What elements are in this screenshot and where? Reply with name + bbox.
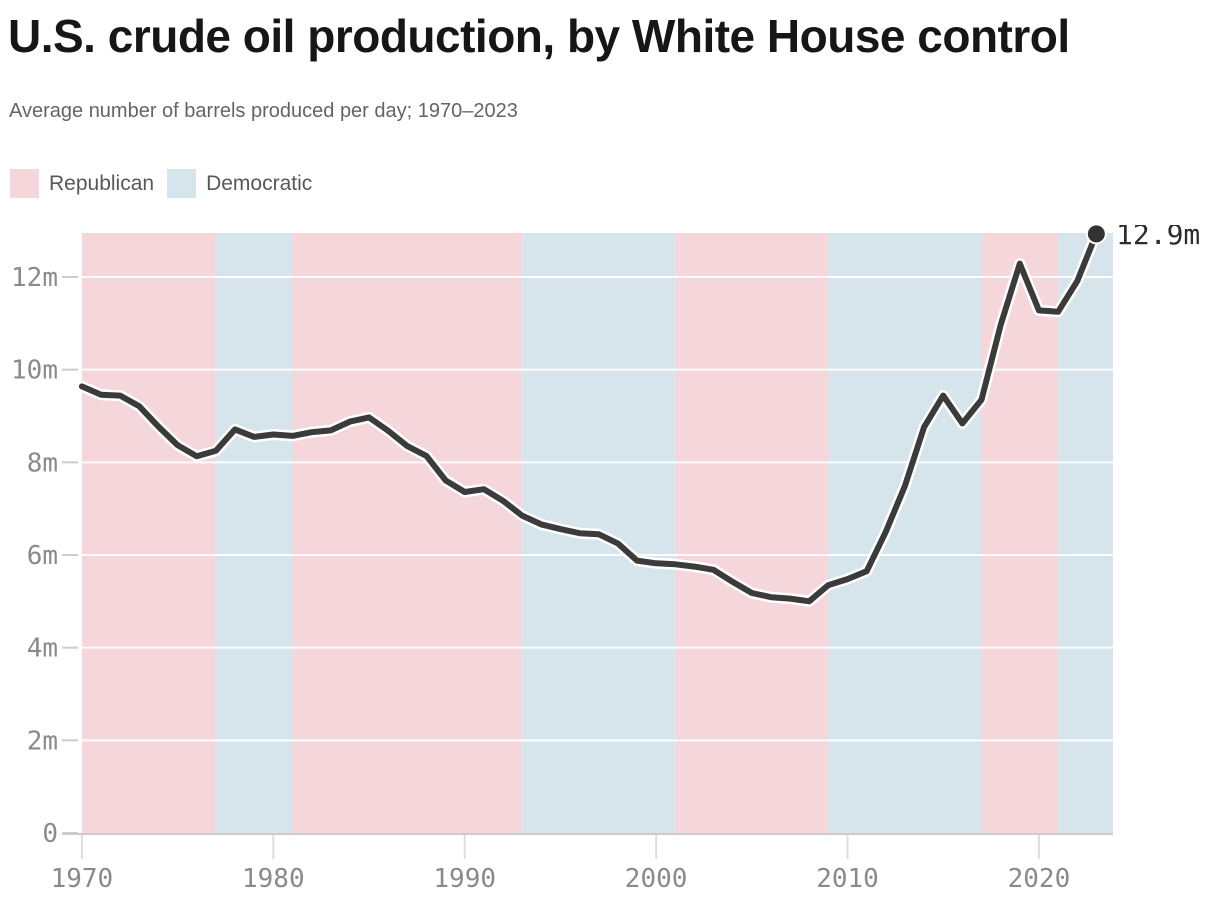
chart-subtitle: Average number of barrels produced per d… [9, 100, 518, 122]
presidency-band-democratic [1058, 233, 1113, 833]
end-point-dot [1085, 225, 1107, 245]
x-tick-label: 1970 [51, 864, 114, 894]
production-line [78, 230, 1100, 605]
presidency-band-republican [81, 233, 216, 833]
presidency-band-republican [675, 233, 829, 833]
x-tick-label: 1990 [433, 864, 496, 894]
presidency-band-republican [981, 233, 1059, 833]
x-tick-label: 2010 [816, 864, 879, 894]
x-tick-label: 2000 [625, 864, 688, 894]
chart-legend: Republican Democratic [10, 169, 325, 198]
republican-swatch-icon [10, 169, 39, 198]
y-tick-label: 6m [27, 541, 58, 571]
page-title: U.S. crude oil production, by White Hous… [8, 10, 1070, 62]
presidency-band-republican [292, 233, 523, 833]
presidency-band-democratic [828, 233, 982, 833]
x-tick-label: 1980 [242, 864, 305, 894]
y-tick-label: 10m [11, 356, 58, 386]
y-tick-label: 8m [27, 448, 58, 478]
legend-item-democratic: Democratic [167, 169, 312, 198]
end-value-label: 12.9m [1116, 225, 1200, 251]
legend-label-republican: Republican [49, 171, 155, 195]
y-tick-label: 2m [27, 726, 58, 756]
legend-item-republican: Republican [10, 169, 154, 198]
line-chart-plot: 0 2m 4m 6m 8m 10m 12m 1970 1980 1990 2000 2010 2020 1… [11, 225, 1200, 894]
x-tick-label: 2020 [1008, 864, 1071, 894]
y-tick-label: 12m [11, 263, 58, 293]
y-tick-label: 0 [42, 819, 58, 849]
y-tick-label: 4m [27, 634, 58, 664]
democratic-swatch-icon [167, 169, 197, 198]
presidency-band-democratic [215, 233, 293, 833]
legend-label-democratic: Democratic [206, 171, 313, 195]
